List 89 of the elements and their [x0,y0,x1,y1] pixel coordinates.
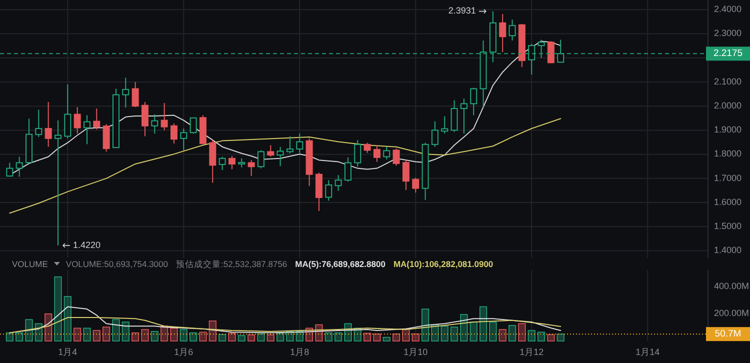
y-tick-label: 2.3000 [714,28,742,38]
x-tick-label: 1月10 [404,347,428,357]
bar [218,334,226,342]
bar [266,334,274,342]
x-tick-label: 1月6 [174,347,194,357]
bar [150,331,158,342]
bar [170,328,178,342]
ref-line-label: 50.7M [714,328,742,340]
y-tick-label: 200.00M [714,308,750,318]
bar [518,323,526,342]
candlestick [44,101,52,148]
bar [141,329,149,342]
bar [422,308,430,342]
bar [382,336,390,342]
bar [190,332,198,342]
bar [54,276,62,342]
bar [16,332,24,342]
y-tick-label: 2.4000 [714,4,742,14]
bar [83,328,91,342]
y-tick-label: 1.9000 [714,124,742,135]
candlestick [373,144,380,162]
candlestick [489,10,496,63]
text: MA(5):76,689,682.8800 [295,259,386,269]
bar [489,322,497,342]
y-tick-label: 1.5000 [714,221,742,232]
y-tick-label: 1.6000 [714,196,742,207]
bar [479,306,488,342]
bar [122,322,130,342]
bar [102,326,110,342]
bar [112,319,120,342]
text: 预估成交量:52,532,387.8756 [176,259,288,269]
candlestick [480,40,487,108]
bar [6,332,14,342]
bar [132,332,140,342]
bar [440,326,448,342]
y-tick-label: 1.8000 [714,148,742,159]
bar [334,332,342,342]
candlestick [508,19,516,42]
y-tick-label: 2.1000 [714,76,742,86]
candlestick [83,114,90,145]
text: MA(10):106,282,081.0900 [393,259,494,269]
y-tick-label: 400.00M [714,280,750,291]
candlestick [54,120,62,246]
bar [498,329,506,342]
candlestick [248,160,255,177]
bar [547,334,555,342]
bar [450,326,458,342]
y-tick-label: 1.7000 [714,172,742,183]
candlestick [499,13,506,53]
ref-line-label: 2.2175 [713,48,743,60]
candlestick [460,98,468,134]
bar [460,314,468,342]
bar [257,334,265,342]
bar [392,334,400,342]
annotation: 1.4220 [72,240,101,250]
bar [199,332,207,342]
bar [44,313,52,342]
x-tick-label: 1月12 [520,347,544,357]
bar [25,319,33,342]
text: VOLUME:50,693,754.3000 [66,259,168,269]
x-tick-label: 1月14 [636,347,660,357]
bar [228,332,236,342]
bar [508,325,516,342]
y-tick-label: 2.0000 [714,100,742,110]
bar [276,332,284,342]
candlestick [334,174,342,192]
bar [74,328,82,342]
bar [470,322,478,342]
bar [208,320,216,342]
bar [412,334,420,342]
y-tick-label: 1.4000 [714,245,742,256]
candlestick [296,133,304,154]
bar [364,332,372,342]
bar [248,334,256,342]
bar [238,335,246,342]
bar [556,334,564,342]
candlestick [122,77,130,108]
bar [324,332,332,342]
bar [373,334,381,342]
chart-title: VOLUME [12,259,48,269]
bar [537,332,546,342]
bar [528,330,536,342]
candlestick [151,114,158,134]
x-tick-label: 1月8 [290,347,310,357]
bar [64,296,72,342]
bar [180,329,188,342]
annotation: 2.3931 [448,6,476,16]
x-tick-label: 1月4 [58,347,78,357]
bar [92,330,100,342]
